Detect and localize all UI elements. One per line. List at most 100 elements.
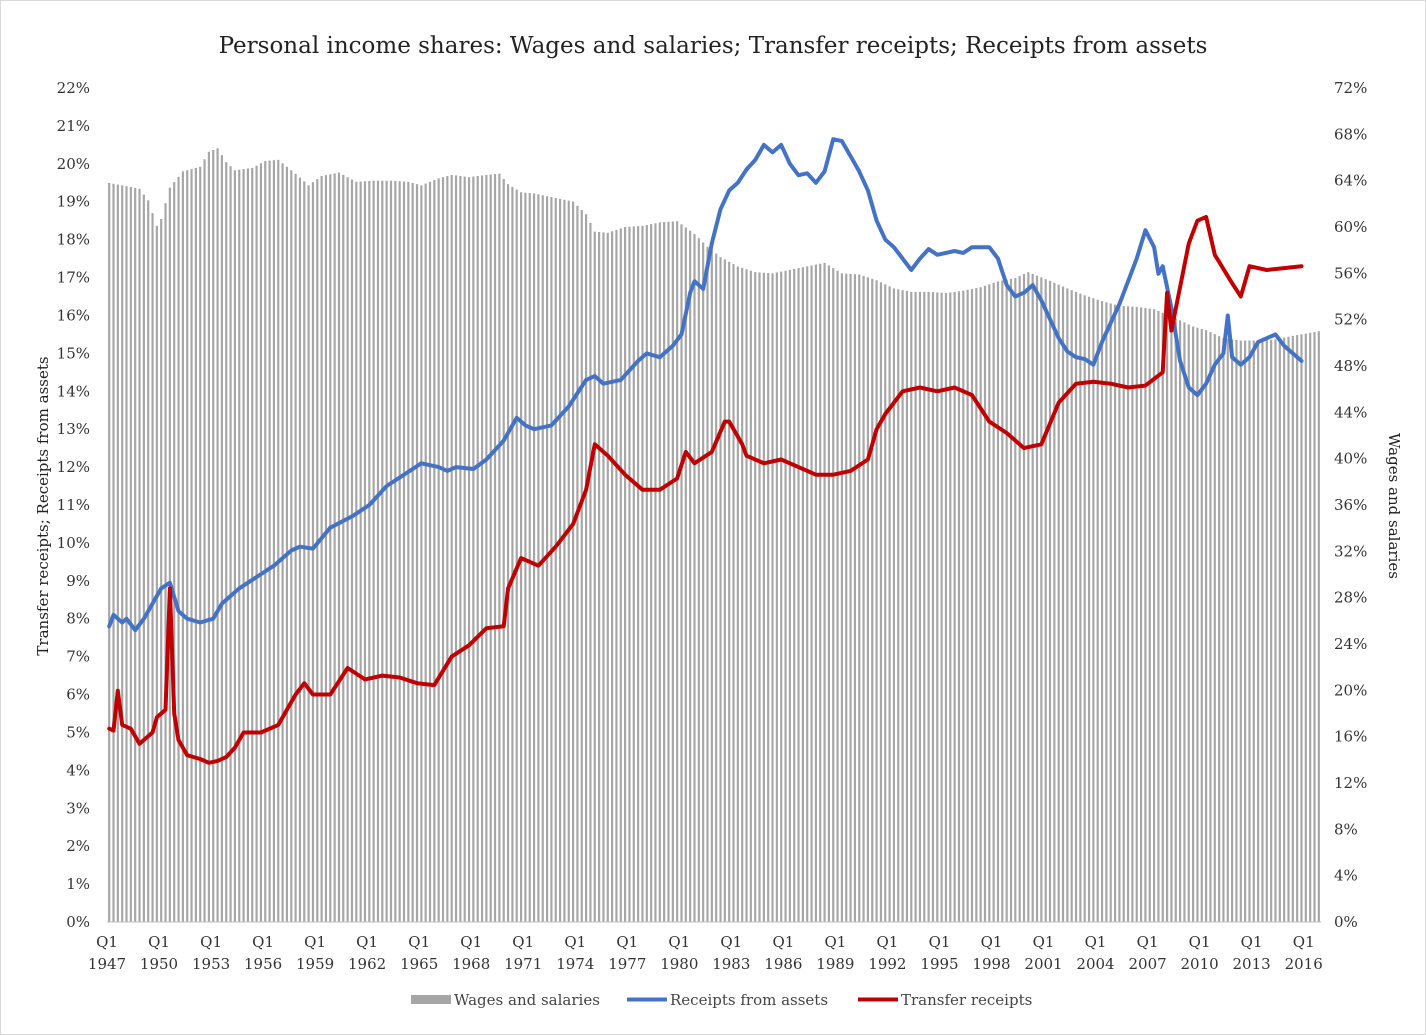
wages-bar xyxy=(927,291,930,922)
wages-bar xyxy=(1018,276,1021,922)
x-tick-quarter: Q1 xyxy=(252,933,274,951)
wages-bar xyxy=(1139,307,1143,922)
wages-bar xyxy=(1300,334,1303,923)
wages-bar xyxy=(1196,327,1199,922)
wages-bar xyxy=(962,290,965,923)
x-tick-quarter: Q1 xyxy=(616,933,638,951)
wages-bar xyxy=(437,178,440,923)
wages-bar xyxy=(108,182,111,923)
wages-bar xyxy=(1170,316,1173,922)
wages-bar xyxy=(207,151,210,922)
right-axis-ticks: 0% 4% 8% 12% 16% 20% 24% 28% 32% 36% 40% 44% 48% 52% 5… xyxy=(1334,79,1367,931)
right-tick-label: 28% xyxy=(1334,589,1367,607)
wages-bar xyxy=(1235,339,1238,922)
x-tick-quarter: Q1 xyxy=(356,933,378,951)
left-tick-label: 15% xyxy=(57,344,90,362)
wages-bar xyxy=(1118,305,1121,922)
right-tick-label: 44% xyxy=(1334,403,1367,421)
wages-bar xyxy=(871,278,874,923)
x-tick-quarter: Q1 xyxy=(564,933,586,951)
wages-bar xyxy=(168,187,171,922)
wages-bar xyxy=(463,176,466,923)
wages-bar xyxy=(428,181,432,922)
wages-bar xyxy=(446,176,449,922)
wages-bar xyxy=(316,179,319,922)
wages-bar xyxy=(1040,277,1043,922)
wages-bar xyxy=(173,182,176,922)
wages-bar xyxy=(606,232,609,923)
wages-bar xyxy=(953,291,956,922)
wages-bar xyxy=(1027,272,1030,922)
left-tick-label: 21% xyxy=(57,117,90,135)
wages-bar xyxy=(788,269,791,922)
x-tick-year: 1956 xyxy=(244,955,282,973)
wages-bar xyxy=(537,194,540,922)
wages-bar xyxy=(754,272,757,922)
wages-bar xyxy=(1239,340,1242,922)
wages-bar xyxy=(728,261,731,922)
wages-bar xyxy=(1161,312,1164,923)
wages-bar xyxy=(1070,290,1073,922)
wages-bar xyxy=(593,231,596,922)
wages-bar xyxy=(979,287,982,923)
left-tick-label: 19% xyxy=(57,193,90,211)
wages-bar xyxy=(333,173,336,922)
wages-bar xyxy=(1126,306,1130,923)
wages-bar xyxy=(242,169,245,922)
wages-bar xyxy=(1248,340,1251,922)
wages-bar xyxy=(775,272,778,923)
x-tick-year: 1974 xyxy=(556,955,594,973)
wages-bar xyxy=(654,223,657,923)
left-tick-label: 3% xyxy=(66,799,90,817)
wages-bar xyxy=(667,221,670,923)
wages-bar xyxy=(268,160,271,923)
wages-bar xyxy=(706,246,709,922)
wages-bar xyxy=(381,180,384,923)
wages-bar xyxy=(251,167,254,922)
wages-bar xyxy=(550,197,553,922)
wages-bar xyxy=(858,274,861,922)
wages-bar xyxy=(524,192,527,922)
left-tick-label: 10% xyxy=(57,534,90,552)
right-tick-label: 12% xyxy=(1334,774,1367,792)
wages-bar xyxy=(121,185,124,923)
wages-bar xyxy=(944,293,948,922)
wages-bar xyxy=(762,272,765,922)
right-tick-label: 36% xyxy=(1334,496,1367,514)
wages-bar xyxy=(233,170,236,923)
wages-bar xyxy=(199,166,202,922)
wages-bar xyxy=(632,226,635,923)
wages-bar xyxy=(845,273,848,922)
x-tick-year: 1986 xyxy=(764,955,802,973)
left-tick-label: 13% xyxy=(57,420,90,438)
wages-bar xyxy=(918,291,922,922)
left-tick-label: 5% xyxy=(66,724,90,742)
wages-bar xyxy=(389,180,393,923)
right-tick-label: 24% xyxy=(1334,635,1367,653)
wages-bar xyxy=(498,173,501,923)
wages-bar xyxy=(771,273,774,923)
wages-bar xyxy=(1048,280,1052,923)
wages-bar xyxy=(849,273,852,922)
x-tick-year: 1971 xyxy=(504,955,542,973)
x-tick-year: 1992 xyxy=(868,955,906,973)
wages-bar xyxy=(376,180,380,923)
x-tick-year: 1977 xyxy=(608,955,646,973)
wages-bar xyxy=(650,224,653,923)
wages-bar xyxy=(554,198,557,923)
right-tick-label: 4% xyxy=(1334,867,1358,885)
wages-bar xyxy=(901,290,904,922)
wages-bar xyxy=(1135,306,1138,922)
wages-bar xyxy=(1244,340,1247,922)
wages-bar xyxy=(255,165,258,923)
x-tick-quarter: Q1 xyxy=(1085,933,1107,951)
wages-bar xyxy=(281,163,284,923)
wages-bar xyxy=(259,163,262,923)
wages-bar xyxy=(676,221,679,922)
x-tick-quarter: Q1 xyxy=(304,933,326,951)
series-line-transfer-receipts xyxy=(107,214,1304,765)
x-tick-quarter: Q1 xyxy=(148,933,170,951)
wages-bar xyxy=(992,282,995,922)
wages-bar xyxy=(1317,331,1320,922)
wages-bar xyxy=(177,176,180,922)
